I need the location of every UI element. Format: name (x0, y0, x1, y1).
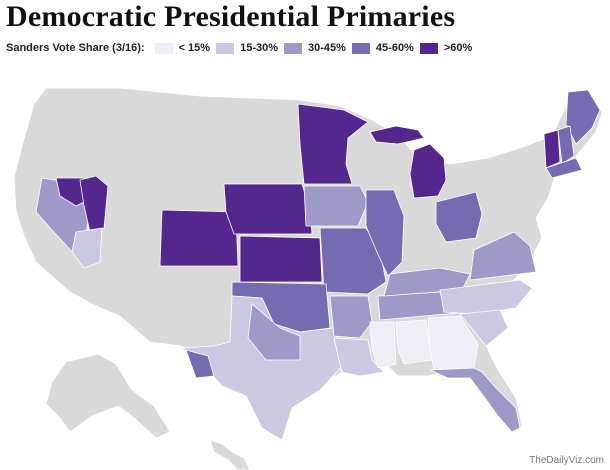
legend-swatch (419, 42, 438, 54)
legend-item-45-60: 45-60% (351, 42, 414, 54)
virginia (469, 231, 537, 281)
legend-item-under-15: < 15% (154, 42, 211, 54)
legend-label: Sanders Vote Share (3/16): (6, 42, 145, 54)
illinois (365, 189, 405, 277)
alaska (45, 353, 171, 439)
nevada-south (71, 227, 103, 269)
nebraska (223, 183, 313, 235)
legend-swatch (216, 42, 235, 54)
minnesota (297, 103, 369, 185)
michigan-upper (369, 125, 425, 145)
source-credit: TheDailyViz.com (529, 455, 604, 466)
legend-item-label: < 15% (178, 42, 211, 54)
mississippi (369, 321, 397, 369)
legend-swatch (351, 42, 370, 54)
us-county-map (13, 87, 603, 470)
north-carolina (439, 279, 533, 315)
legend-item-over-60: >60% (419, 42, 473, 54)
hawaii (209, 439, 251, 470)
michigan-lower (409, 143, 447, 199)
colorado (159, 209, 239, 267)
texas (181, 295, 345, 441)
ohio (435, 191, 483, 243)
new-hampshire (557, 125, 575, 165)
arkansas (329, 295, 373, 339)
iowa (303, 185, 369, 227)
louisiana (333, 337, 385, 377)
idaho (55, 177, 89, 207)
legend-item-label: 15-30% (240, 42, 278, 54)
texas-north (247, 303, 301, 361)
alabama (395, 319, 433, 365)
maine (565, 89, 601, 145)
legend-swatch (154, 42, 173, 54)
kansas (239, 235, 323, 283)
south-carolina (459, 309, 509, 347)
legend-item-30-45: 30-45% (284, 42, 346, 54)
florida (429, 367, 521, 433)
legend-item-label: >60% (443, 42, 473, 54)
map-title: Democratic Presidential Primaries (6, 0, 456, 33)
legend-item-15-30: 15-30% (216, 42, 278, 54)
legend: Sanders Vote Share (3/16): < 15% 15-30% … (6, 40, 478, 56)
utah (79, 175, 109, 233)
texas-west (185, 349, 215, 379)
massachusetts (545, 157, 583, 179)
legend-swatch (284, 42, 302, 54)
vermont (543, 129, 561, 169)
legend-item-label: 30-45% (308, 42, 346, 54)
legend-item-label: 45-60% (375, 42, 414, 54)
